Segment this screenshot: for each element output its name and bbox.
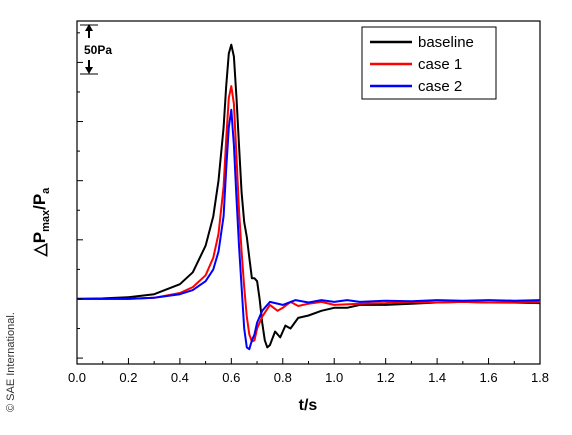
legend-label: case 1 xyxy=(418,56,462,73)
x-tick-label: 0.8 xyxy=(274,370,292,385)
x-tick-label: 0.4 xyxy=(171,370,189,385)
x-tick-label: 1.2 xyxy=(377,370,395,385)
y-title-sub1: max xyxy=(40,209,52,232)
legend-label: case 2 xyxy=(418,78,462,95)
x-tick-label: 1.0 xyxy=(325,370,343,385)
x-tick-label: 0.0 xyxy=(68,370,86,385)
legend-label: baseline xyxy=(418,34,474,51)
x-tick-label: 0.2 xyxy=(119,370,137,385)
copyright-credit: © SAE International. xyxy=(5,312,17,412)
series-line-1 xyxy=(77,43,540,349)
x-axis-title: t/s xyxy=(299,397,318,414)
legend: baseline case 1 case 2 xyxy=(361,26,497,100)
x-tick-label: 0.6 xyxy=(222,370,240,385)
scale-arrow-up-icon xyxy=(85,24,93,31)
y-title-main: △P xyxy=(30,232,49,257)
x-tick-label: 1.8 xyxy=(531,370,549,385)
x-tick-label: 1.6 xyxy=(480,370,498,385)
series-line-3 xyxy=(77,108,540,351)
scale-arrow-down-icon xyxy=(85,67,93,74)
tick-layer: 0.0 0.2 0.4 0.6 0.8 1.0 1.2 1.4 1.6 1.8 xyxy=(68,32,549,385)
scale-bar-label: 50Pa xyxy=(84,43,112,57)
scale-bar: 50Pa xyxy=(80,24,112,75)
y-axis-title: △Pmax/Pa xyxy=(30,187,52,258)
x-tick-label: 1.4 xyxy=(428,370,446,385)
y-title-mid: /P xyxy=(30,194,49,210)
y-title-sub2: a xyxy=(40,187,52,194)
series-layer xyxy=(77,43,540,351)
